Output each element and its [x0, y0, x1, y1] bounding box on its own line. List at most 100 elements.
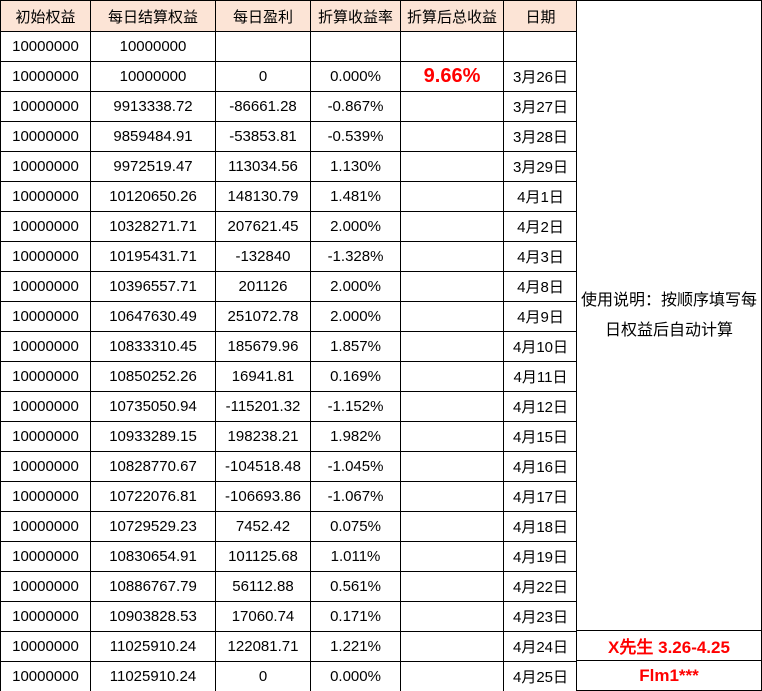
- cell-daily-profit[interactable]: -104518.48: [215, 451, 311, 482]
- cell-converted-total-return[interactable]: [400, 541, 504, 572]
- cell-date[interactable]: 4月11日: [503, 361, 578, 392]
- cell-daily-settlement-equity[interactable]: 10735050.94: [90, 391, 216, 422]
- cell-converted-total-return[interactable]: [400, 661, 504, 691]
- cell-initial-equity[interactable]: 10000000: [0, 451, 91, 482]
- cell-daily-profit[interactable]: 251072.78: [215, 301, 311, 332]
- cell-converted-total-return[interactable]: [400, 481, 504, 512]
- cell-daily-settlement-equity[interactable]: 10903828.53: [90, 601, 216, 632]
- cell-date[interactable]: 4月10日: [503, 331, 578, 362]
- cell-initial-equity[interactable]: 10000000: [0, 421, 91, 452]
- cell-date[interactable]: 4月25日: [503, 661, 578, 691]
- cell-daily-profit[interactable]: 185679.96: [215, 331, 311, 362]
- cell-converted-return-rate[interactable]: 1.982%: [310, 421, 401, 452]
- header-initial-equity[interactable]: 初始权益: [0, 0, 91, 32]
- cell-converted-return-rate[interactable]: 2.000%: [310, 211, 401, 242]
- cell-daily-profit[interactable]: 148130.79: [215, 181, 311, 212]
- cell-daily-settlement-equity[interactable]: 11025910.24: [90, 661, 216, 691]
- usage-note-cell[interactable]: 使用说明：按顺序填写每日权益后自动计算: [576, 0, 762, 631]
- cell-daily-profit[interactable]: -106693.86: [215, 481, 311, 512]
- cell-converted-total-return[interactable]: [400, 361, 504, 392]
- cell-converted-return-rate[interactable]: 0.171%: [310, 601, 401, 632]
- cell-daily-profit[interactable]: 122081.71: [215, 631, 311, 662]
- cell-date[interactable]: 4月12日: [503, 391, 578, 422]
- cell-converted-return-rate[interactable]: 1.481%: [310, 181, 401, 212]
- cell-converted-total-return[interactable]: [400, 181, 504, 212]
- cell-daily-settlement-equity[interactable]: 10000000: [90, 61, 216, 92]
- cell-daily-settlement-equity[interactable]: 10833310.45: [90, 331, 216, 362]
- cell-initial-equity[interactable]: 10000000: [0, 121, 91, 152]
- cell-converted-total-return[interactable]: [400, 91, 504, 122]
- cell-daily-profit[interactable]: 0: [215, 661, 311, 691]
- cell-converted-total-return[interactable]: [400, 391, 504, 422]
- cell-initial-equity[interactable]: 10000000: [0, 181, 91, 212]
- cell-daily-profit[interactable]: -132840: [215, 241, 311, 272]
- cell-initial-equity[interactable]: 10000000: [0, 391, 91, 422]
- cell-date[interactable]: 4月24日: [503, 631, 578, 662]
- cell-initial-equity[interactable]: 10000000: [0, 541, 91, 572]
- cell-daily-profit[interactable]: 198238.21: [215, 421, 311, 452]
- cell-date[interactable]: 4月16日: [503, 451, 578, 482]
- cell-converted-return-rate[interactable]: -1.152%: [310, 391, 401, 422]
- cell-converted-return-rate[interactable]: -1.328%: [310, 241, 401, 272]
- cell-daily-settlement-equity[interactable]: 10647630.49: [90, 301, 216, 332]
- cell-converted-return-rate[interactable]: 1.857%: [310, 331, 401, 362]
- cell-date[interactable]: 3月29日: [503, 151, 578, 182]
- cell-converted-total-return[interactable]: [400, 211, 504, 242]
- cell-converted-total-return[interactable]: [400, 451, 504, 482]
- cell-initial-equity[interactable]: 10000000: [0, 151, 91, 182]
- cell-daily-settlement-equity[interactable]: 10120650.26: [90, 181, 216, 212]
- cell-date[interactable]: 4月1日: [503, 181, 578, 212]
- header-date[interactable]: 日期: [503, 0, 578, 32]
- cell-daily-settlement-equity[interactable]: 9972519.47: [90, 151, 216, 182]
- cell-daily-settlement-equity[interactable]: 11025910.24: [90, 631, 216, 662]
- cell-date[interactable]: 3月27日: [503, 91, 578, 122]
- header-converted-total-return[interactable]: 折算后总收益: [400, 0, 504, 32]
- cell-converted-total-return[interactable]: [400, 331, 504, 362]
- cell-date[interactable]: 4月18日: [503, 511, 578, 542]
- cell-daily-profit[interactable]: 101125.68: [215, 541, 311, 572]
- cell-initial-equity[interactable]: 10000000: [0, 361, 91, 392]
- cell-daily-profit[interactable]: 0: [215, 61, 311, 92]
- cell-daily-profit[interactable]: 56112.88: [215, 571, 311, 602]
- cell-date[interactable]: 4月2日: [503, 211, 578, 242]
- cell-converted-return-rate[interactable]: 0.000%: [310, 661, 401, 691]
- cell-daily-settlement-equity[interactable]: 10729529.23: [90, 511, 216, 542]
- cell-date[interactable]: 4月3日: [503, 241, 578, 272]
- cell-converted-total-return[interactable]: [400, 31, 504, 62]
- cell-date[interactable]: 4月17日: [503, 481, 578, 512]
- cell-date[interactable]: 4月9日: [503, 301, 578, 332]
- cell-daily-settlement-equity[interactable]: 10195431.71: [90, 241, 216, 272]
- cell-converted-return-rate[interactable]: 2.000%: [310, 271, 401, 302]
- cell-daily-settlement-equity[interactable]: 10396557.71: [90, 271, 216, 302]
- cell-converted-return-rate[interactable]: 0.075%: [310, 511, 401, 542]
- cell-daily-settlement-equity[interactable]: 10722076.81: [90, 481, 216, 512]
- cell-converted-return-rate[interactable]: 1.011%: [310, 541, 401, 572]
- cell-converted-total-return[interactable]: [400, 301, 504, 332]
- cell-daily-profit[interactable]: 201126: [215, 271, 311, 302]
- header-converted-return-rate[interactable]: 折算收益率: [310, 0, 401, 32]
- cell-converted-total-return[interactable]: [400, 631, 504, 662]
- cell-daily-profit[interactable]: 113034.56: [215, 151, 311, 182]
- cell-initial-equity[interactable]: 10000000: [0, 601, 91, 632]
- cell-converted-return-rate[interactable]: -0.539%: [310, 121, 401, 152]
- cell-daily-settlement-equity[interactable]: 9913338.72: [90, 91, 216, 122]
- cell-initial-equity[interactable]: 10000000: [0, 211, 91, 242]
- cell-daily-profit[interactable]: -53853.81: [215, 121, 311, 152]
- header-daily-settlement-equity[interactable]: 每日结算权益: [90, 0, 216, 32]
- cell-initial-equity[interactable]: 10000000: [0, 631, 91, 662]
- cell-converted-return-rate[interactable]: [310, 31, 401, 62]
- cell-daily-settlement-equity[interactable]: 10850252.26: [90, 361, 216, 392]
- cell-initial-equity[interactable]: 10000000: [0, 481, 91, 512]
- cell-daily-profit[interactable]: [215, 31, 311, 62]
- cell-converted-total-return[interactable]: [400, 571, 504, 602]
- cell-daily-settlement-equity[interactable]: 10886767.79: [90, 571, 216, 602]
- cell-converted-total-return[interactable]: [400, 511, 504, 542]
- cell-date[interactable]: 4月19日: [503, 541, 578, 572]
- cell-initial-equity[interactable]: 10000000: [0, 571, 91, 602]
- cell-converted-return-rate[interactable]: -1.045%: [310, 451, 401, 482]
- cell-converted-total-return[interactable]: [400, 601, 504, 632]
- cell-converted-return-rate[interactable]: 1.221%: [310, 631, 401, 662]
- cell-daily-settlement-equity[interactable]: 10828770.67: [90, 451, 216, 482]
- cell-daily-settlement-equity[interactable]: 10328271.71: [90, 211, 216, 242]
- cell-date[interactable]: [503, 31, 578, 62]
